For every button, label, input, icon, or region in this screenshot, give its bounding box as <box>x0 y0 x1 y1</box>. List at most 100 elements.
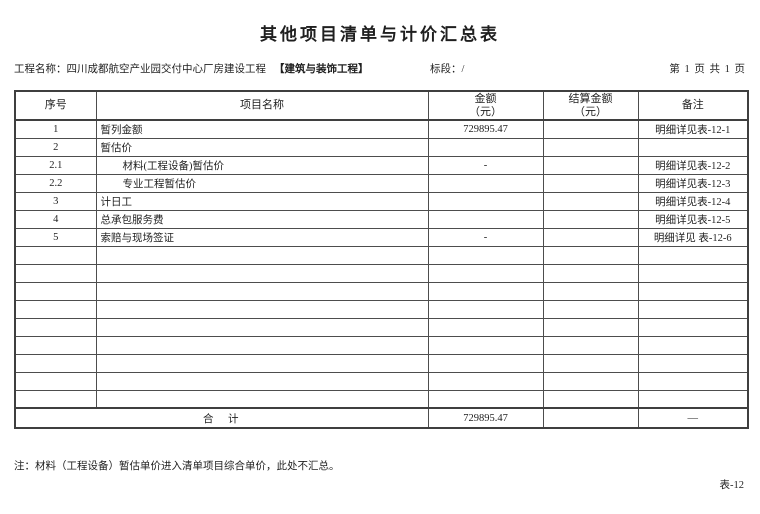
cell-seq: 4 <box>14 209 97 229</box>
cell-amount <box>427 245 544 265</box>
column-header-seq: 序号 <box>14 90 97 121</box>
cell-seq <box>14 371 97 391</box>
footer-note: 注：材料（工程设备）暂估单价进入清单项目综合单价，此处不汇总。 <box>14 461 340 472</box>
cell-seq <box>14 335 97 355</box>
cell-note <box>637 281 749 301</box>
cell-amount <box>427 317 544 337</box>
cell-settlement <box>542 281 639 301</box>
column-header-amount: 金额 （元） <box>427 90 544 121</box>
cell-settlement <box>542 209 639 229</box>
table-row <box>14 371 749 391</box>
cell-name <box>95 263 429 283</box>
cell-amount <box>427 371 544 391</box>
project-tag: 【建筑与装饰工程】 <box>274 64 369 75</box>
cell-amount: - <box>427 227 544 247</box>
cell-name: 暂估价 <box>95 137 429 157</box>
cell-name <box>95 335 429 355</box>
table-row: 1 暂列金额 729895.47 明细详见表-12-1 <box>14 119 749 139</box>
cell-seq: 3 <box>14 191 97 211</box>
cell-note <box>637 299 749 319</box>
cell-seq: 2 <box>14 137 97 157</box>
summary-table: 序号 项目名称 金额 （元） 结算金额 （元） 备注 1 暂列金额 729895.47 明… <box>14 90 749 429</box>
column-header-note: 备注 <box>637 90 749 121</box>
cell-seq: 5 <box>14 227 97 247</box>
cell-seq <box>14 299 97 319</box>
cell-settlement <box>542 245 639 265</box>
table-row: 3 计日工 明细详见表-12-4 <box>14 191 749 211</box>
cell-name: 材料(工程设备)暂估价 <box>95 155 429 175</box>
cell-amount <box>427 353 544 373</box>
cell-settlement <box>542 371 639 391</box>
cell-amount <box>427 281 544 301</box>
cell-seq: 1 <box>14 119 97 139</box>
cell-amount <box>427 263 544 283</box>
table-row: 5 索赔与现场签证 - 明细详见 表-12-6 <box>14 227 749 247</box>
cell-amount: - <box>427 155 544 175</box>
cell-amount <box>427 191 544 211</box>
cell-note <box>637 317 749 337</box>
cell-note <box>637 137 749 157</box>
table-row <box>14 245 749 265</box>
cell-note <box>637 353 749 373</box>
cell-seq <box>14 263 97 283</box>
table-row <box>14 281 749 301</box>
table-row: 2.2 专业工程暂估价 明细详见表-12-3 <box>14 173 749 193</box>
cell-amount <box>427 173 544 193</box>
table-header: 序号 项目名称 金额 （元） 结算金额 （元） 备注 <box>14 90 749 121</box>
table-footer: 合 计 729895.47 — <box>14 407 749 429</box>
cell-seq: 2.2 <box>14 173 97 193</box>
cell-name: 专业工程暂估价 <box>95 173 429 193</box>
total-settlement <box>542 407 639 429</box>
table-row <box>14 263 749 283</box>
cell-amount <box>427 299 544 319</box>
cell-settlement <box>542 119 639 139</box>
cell-settlement <box>542 263 639 283</box>
cell-settlement <box>542 317 639 337</box>
cell-settlement <box>542 155 639 175</box>
cell-amount: 729895.47 <box>427 119 544 139</box>
cell-note <box>637 371 749 391</box>
cell-name <box>95 389 429 409</box>
table-body: 1 暂列金额 729895.47 明细详见表-12-1 2 暂估价 2.1 材料(工程设备)暂… <box>14 119 749 409</box>
table-row: 2 暂估价 <box>14 137 749 157</box>
cell-seq <box>14 389 97 409</box>
column-header-name: 项目名称 <box>95 90 429 121</box>
table-row <box>14 353 749 373</box>
cell-note <box>637 389 749 409</box>
cell-amount <box>427 137 544 157</box>
cell-name <box>95 281 429 301</box>
project-name-text: 工程名称：四川成都航空产业园交付中心厂房建设工程 <box>14 64 266 75</box>
table-row: 2.1 材料(工程设备)暂估价 - 明细详见表-12-2 <box>14 155 749 175</box>
cell-name: 暂列金额 <box>95 119 429 139</box>
column-header-settlement: 结算金额 （元） <box>542 90 639 121</box>
cell-name: 总承包服务费 <box>95 209 429 229</box>
cell-amount <box>427 335 544 355</box>
cell-name <box>95 371 429 391</box>
cell-amount <box>427 389 544 409</box>
cell-seq: 2.1 <box>14 155 97 175</box>
table-header-row: 序号 项目名称 金额 （元） 结算金额 （元） 备注 <box>14 90 749 121</box>
cell-note: 明细详见表-12-3 <box>637 173 749 193</box>
cell-note <box>637 263 749 283</box>
cell-note: 明细详见表-12-4 <box>637 191 749 211</box>
cell-settlement <box>542 137 639 157</box>
page-title: 其他项目清单与计价汇总表 <box>260 25 500 44</box>
cell-name <box>95 353 429 373</box>
total-row: 合 计 729895.47 — <box>14 407 749 429</box>
cell-name <box>95 317 429 337</box>
cell-amount <box>427 209 544 229</box>
cell-name <box>95 245 429 265</box>
cell-note <box>637 245 749 265</box>
project-name: 工程名称：四川成都航空产业园交付中心厂房建设工程 【建筑与装饰工程】 <box>14 61 369 76</box>
cell-settlement <box>542 353 639 373</box>
total-amount: 729895.47 <box>427 407 544 429</box>
page-number-info: 第 1 页 共 1 页 <box>669 64 746 75</box>
cell-settlement <box>542 191 639 211</box>
cell-seq <box>14 245 97 265</box>
table-row <box>14 317 749 337</box>
total-label: 合 计 <box>14 407 429 429</box>
cell-name: 索赔与现场签证 <box>95 227 429 247</box>
cell-name <box>95 299 429 319</box>
form-code: 表-12 <box>719 480 745 491</box>
